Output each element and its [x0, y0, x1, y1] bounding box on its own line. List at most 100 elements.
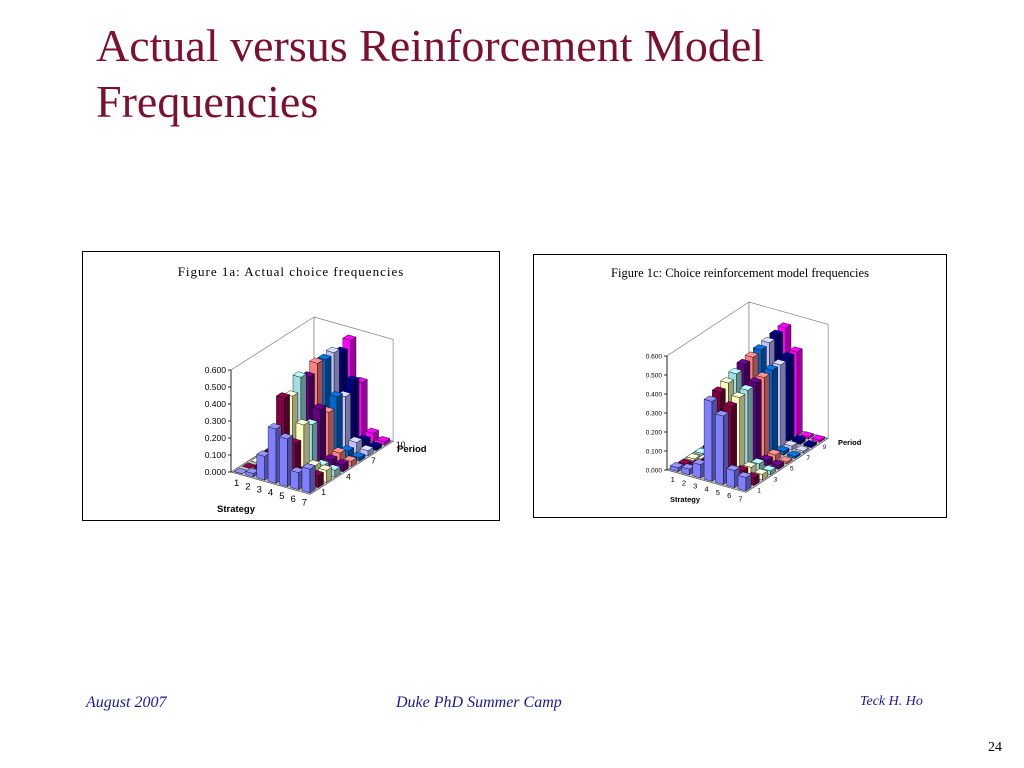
bar-strategy-7-period-8	[794, 445, 809, 454]
period-tick-label: 7	[806, 455, 810, 462]
figure-1c-title: Figure 1c: Choice reinforcement model fr…	[611, 266, 869, 280]
bar-top-face	[788, 346, 803, 353]
bar-front-face	[301, 466, 311, 494]
value-axis-tick-label: 0.200	[205, 433, 227, 443]
value-axis-tick-label: 0.600	[646, 353, 663, 360]
figure-1a-title: Figure 1a: Actual choice frequencies	[177, 264, 405, 279]
bar-top-face	[800, 431, 815, 438]
bar-side-face	[336, 393, 343, 456]
bar-top-face	[726, 464, 741, 471]
bar-top-face	[345, 375, 360, 382]
footer-event: Duke PhD Summer Camp	[396, 694, 562, 711]
bar-strategy-1-period-3	[686, 453, 701, 462]
bar-top-face	[731, 391, 746, 398]
bar-top-face	[791, 434, 806, 441]
bar-front-face	[692, 462, 701, 479]
bar-front-face	[703, 399, 713, 482]
bar-strategy-7-period-9	[803, 439, 818, 449]
period-axis-title: Period	[838, 438, 862, 447]
bar-strategy-7-period-1	[737, 471, 752, 492]
bar-top-face	[342, 334, 357, 341]
value-axis-tick-label: 0.500	[646, 372, 663, 379]
page-number: 24	[988, 740, 1002, 755]
period-tick-label: 1	[321, 487, 326, 497]
bar-top-face	[737, 471, 752, 478]
period-tick-label: 7	[371, 455, 376, 465]
bar-top-face	[723, 401, 738, 408]
period-tick-label: 3	[774, 477, 778, 484]
strategy-tick-label: 1	[671, 475, 675, 484]
bar-top-face	[755, 371, 770, 378]
bar-top-face	[686, 453, 701, 460]
bar-top-face	[720, 377, 735, 384]
figure-1a-chart: 0.000 0.100 0.200 0.300 0.400 0.500 0.600 1 2 3 4 5…	[82, 251, 500, 521]
strategy-tick-label: 6	[727, 491, 731, 500]
strategy-tick-label: 5	[716, 488, 720, 497]
value-axis-tick-label: 0.400	[646, 391, 663, 398]
bar-strategy-6-period-9	[791, 434, 806, 445]
bar-top-face	[677, 458, 692, 465]
strategy-axis-title: Strategy	[217, 504, 256, 515]
bar-top-face	[317, 353, 332, 361]
bar-strategy-5-period-1	[714, 410, 729, 485]
bar-side-face	[739, 393, 746, 475]
bar-top-face	[711, 386, 726, 393]
bar-side-face	[788, 353, 795, 442]
strategy-tick-label: 3	[257, 485, 262, 496]
value-axis-tick-label: 0.100	[646, 448, 663, 455]
bar-top-face	[750, 458, 765, 465]
figure-1c-chart: 0.000 0.100 0.200 0.300 0.400 0.500 0.600 1 2 3 4 5…	[533, 254, 947, 518]
strategy-tick-label: 3	[693, 482, 697, 491]
bar-front-face	[726, 468, 735, 488]
value-axis-tick-label: 0.400	[205, 399, 227, 409]
footer-date: August 2007	[86, 694, 167, 711]
bar-top-face	[778, 456, 793, 463]
bar-top-face	[295, 419, 310, 426]
strategy-tick-label: 2	[245, 481, 250, 492]
strategy-axis-title: Strategy	[670, 495, 701, 504]
bar-top-face	[309, 357, 324, 364]
bar-side-face	[755, 379, 762, 464]
strategy-tick-label: 7	[738, 494, 742, 503]
bar-top-face	[318, 464, 333, 471]
bar-top-face	[780, 351, 795, 358]
bar-strategy-7-period-1	[301, 463, 316, 494]
bar-top-face	[351, 451, 366, 459]
bar-top-face	[669, 462, 684, 469]
strategy-tick-label: 2	[682, 478, 686, 487]
bar-top-face	[770, 459, 785, 466]
bar-top-face	[742, 461, 757, 468]
bar-top-face	[301, 463, 316, 470]
bar-side-face	[747, 386, 754, 469]
bar-strategy-1-period-1	[669, 462, 684, 473]
bar-top-face	[736, 358, 751, 365]
value-axis-tick-label: 0.600	[205, 365, 227, 375]
bar-top-face	[275, 392, 291, 399]
bar-front-face	[267, 426, 277, 484]
period-tick-label: 9	[823, 444, 827, 451]
strategy-tick-label: 5	[279, 491, 284, 502]
bar-top-face	[267, 423, 282, 430]
bar-top-face	[328, 391, 343, 398]
strategy-tick-label: 1	[234, 478, 239, 489]
bar-top-face	[331, 447, 346, 454]
bar-top-face	[803, 439, 818, 447]
period-tick-label: 5	[790, 466, 794, 473]
bar-strategy-6-period-10	[364, 427, 380, 443]
bar-side-face	[772, 366, 778, 453]
bar-top-face	[777, 322, 792, 329]
value-axis-tick-label: 0.300	[205, 416, 227, 426]
bar-top-face	[728, 368, 743, 375]
strategy-tick-label: 6	[291, 494, 296, 505]
bar-strategy-7-period-6	[778, 456, 793, 465]
value-axis-tick-label: 0.200	[646, 429, 663, 436]
bar-strategy-7-period-6	[343, 455, 358, 467]
bar-side-face	[780, 361, 787, 448]
bar-top-face	[811, 434, 826, 441]
bar-top-face	[359, 444, 374, 452]
bar-front-face	[279, 436, 288, 487]
value-axis-tick-label: 0.300	[646, 410, 663, 417]
strategy-tick-label: 7	[302, 497, 307, 508]
